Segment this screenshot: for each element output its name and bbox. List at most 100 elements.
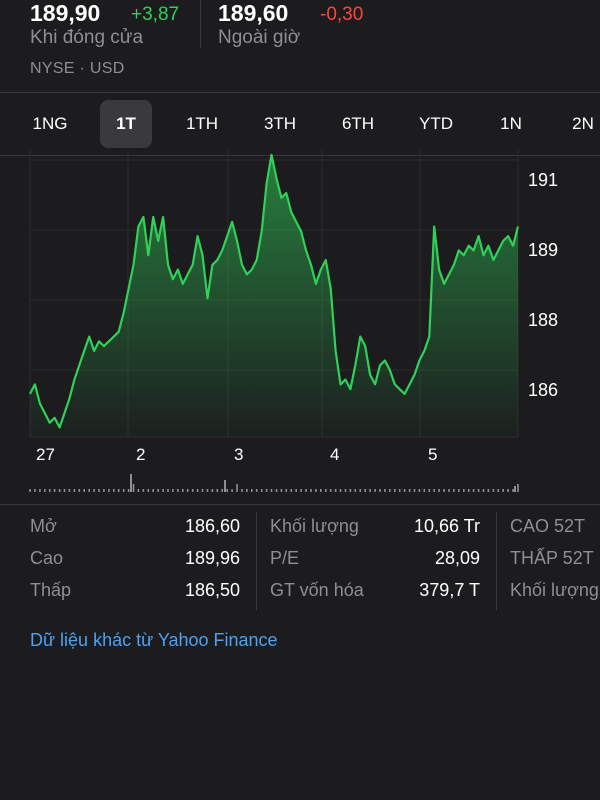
volume-bar xyxy=(517,484,519,492)
close-change: +3,87 xyxy=(131,4,180,25)
stat-mktcap-label: GT vốn hóa xyxy=(270,580,364,600)
volume-bar xyxy=(63,489,66,492)
volume-bar xyxy=(334,489,337,492)
tab-1n[interactable]: 1N xyxy=(500,114,522,133)
volume-bar xyxy=(438,489,440,492)
x-tick-label: 27 xyxy=(36,445,55,464)
stat-pe-label: P/E xyxy=(270,548,300,568)
volume-bar xyxy=(172,489,174,492)
volume-bar xyxy=(487,489,490,492)
volume-bar xyxy=(374,489,376,492)
volume-bar xyxy=(39,489,41,492)
after-hours-change: -0,30 xyxy=(320,4,364,25)
volume-bar xyxy=(339,489,342,492)
tab-6th[interactable]: 6TH xyxy=(341,114,375,133)
volume-bar xyxy=(423,489,426,492)
volume-bar xyxy=(255,489,258,492)
stat-high-value: 189,96 xyxy=(184,548,240,568)
price-line xyxy=(29,153,520,429)
volume-bar xyxy=(467,489,470,492)
volume-bar xyxy=(251,489,253,492)
header-divider xyxy=(200,0,201,48)
volume-bar xyxy=(246,489,248,492)
volume-bar xyxy=(78,489,81,492)
close-label: Khi đóng cửa xyxy=(30,27,144,48)
volume-bar xyxy=(182,489,184,492)
volume-bar xyxy=(448,489,450,492)
x-tick-label: 5 xyxy=(428,445,437,464)
stat-pe-value: 28,09 xyxy=(434,548,480,568)
volume-bar xyxy=(325,489,327,492)
volume-bar xyxy=(443,489,445,492)
stat-52w-low-label: THẤP 52T xyxy=(510,548,594,568)
volume-bar xyxy=(127,489,130,492)
volume-bar xyxy=(389,489,391,492)
tab-3th[interactable]: 3TH xyxy=(263,114,297,133)
stat-low-value: 186,50 xyxy=(184,580,240,600)
volume-bar xyxy=(285,489,288,492)
x-tick-label: 4 xyxy=(330,445,339,464)
volume-bar xyxy=(265,489,268,492)
tab-1th[interactable]: 1TH xyxy=(185,114,219,133)
volume-bar xyxy=(472,489,475,492)
volume-bar xyxy=(29,489,31,492)
volume-bar xyxy=(132,484,135,492)
x-tick-label: 2 xyxy=(136,445,145,464)
volume-bar xyxy=(305,489,307,492)
volume-bar xyxy=(88,489,90,492)
volume-bar xyxy=(224,480,226,492)
yahoo-finance-link[interactable]: Dữ liệu khác từ Yahoo Finance xyxy=(30,630,278,650)
tab-2n[interactable]: 2N xyxy=(572,114,594,133)
volume-bar xyxy=(369,489,371,492)
volume-bar xyxy=(329,489,332,492)
volume-bar xyxy=(137,489,140,492)
volume-bar xyxy=(98,489,100,492)
price-chart[interactable]: 27 2 3 4 5 191 189 188 186 xyxy=(0,150,600,500)
tab-1t[interactable]: 1T xyxy=(100,100,152,148)
tab-ytd[interactable]: YTD xyxy=(419,114,453,133)
volume-bar xyxy=(300,489,302,492)
stat-volume-label: Khối lượng xyxy=(270,516,359,536)
volume-bar xyxy=(497,489,500,492)
volume-bar xyxy=(162,489,164,492)
volume-bar xyxy=(142,489,145,492)
volume-bar xyxy=(147,489,150,492)
volume-bar xyxy=(117,489,120,492)
tab-1ng[interactable]: 1NG xyxy=(32,114,68,133)
volume-bar xyxy=(477,489,480,492)
volume-bar xyxy=(364,489,366,492)
volume-bar xyxy=(514,486,516,492)
stat-52w-high-label: CAO 52T xyxy=(510,516,586,536)
volume-bar xyxy=(68,489,71,492)
exchange-currency: NYSE · USD xyxy=(30,60,125,77)
divider xyxy=(0,504,600,505)
volume-bar xyxy=(502,489,504,492)
volume-bar xyxy=(379,489,381,492)
y-tick-label: 189 xyxy=(528,240,558,260)
volume-bar xyxy=(58,489,61,492)
stat-avg-volume-label: Khối lượng xyxy=(510,580,599,600)
volume-bar xyxy=(241,489,243,492)
volume-bar xyxy=(320,489,322,492)
volume-bar xyxy=(492,489,495,492)
stat-mktcap-value: 379,7 T xyxy=(419,580,480,600)
volume-bar xyxy=(482,489,485,492)
volume-bar xyxy=(275,489,278,492)
column-divider xyxy=(256,512,257,610)
y-tick-label: 191 xyxy=(528,170,558,190)
stat-volume-value: 10,66 Tr xyxy=(413,516,480,536)
after-hours-label: Ngoài giờ xyxy=(218,27,301,48)
volume-bar xyxy=(403,489,406,492)
volume-bar xyxy=(177,489,179,492)
volume-bar xyxy=(408,489,411,492)
volume-bar xyxy=(216,489,219,492)
volume-bar xyxy=(290,489,293,492)
volume-bar xyxy=(359,489,362,492)
y-tick-label: 188 xyxy=(528,310,558,330)
volume-bar xyxy=(236,484,238,492)
volume-bar xyxy=(108,489,110,492)
volume-bar xyxy=(196,489,199,492)
volume-bar xyxy=(34,489,36,492)
column-divider xyxy=(496,512,497,610)
volume-bar xyxy=(53,489,56,492)
